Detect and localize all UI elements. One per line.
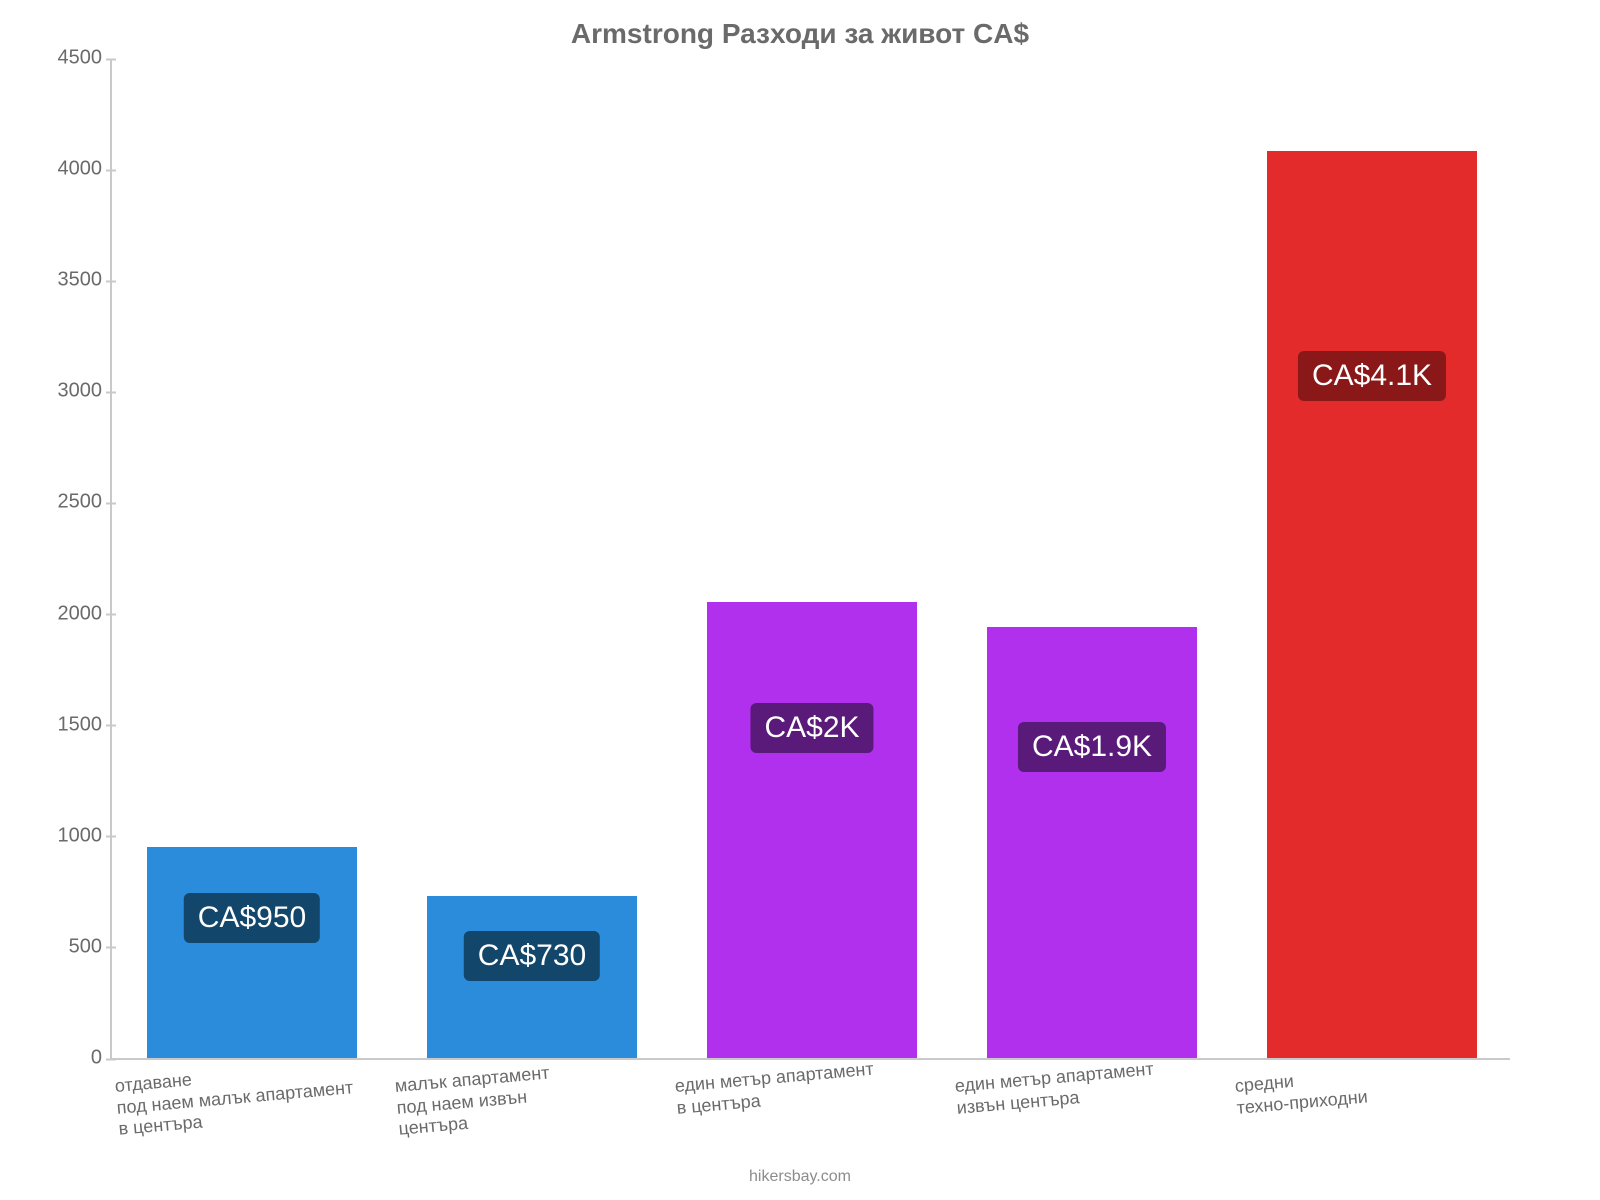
bar-value-label: CA$4.1K xyxy=(1298,351,1446,401)
chart-title: Armstrong Разходи за живот CA$ xyxy=(0,18,1600,50)
x-tick-label: един метър апартамент в центъра xyxy=(674,1059,876,1119)
bar: CA$730 xyxy=(427,896,637,1058)
bar: CA$950 xyxy=(147,847,357,1058)
bar: CA$4.1K xyxy=(1267,151,1477,1058)
y-tick: 3000 xyxy=(42,380,102,403)
x-axis-labels: отдаване под наем малък апартамент в цен… xyxy=(110,1070,1510,1170)
bar-value-label: CA$1.9K xyxy=(1018,722,1166,772)
x-tick-label: малък апартамент под наем извън центъра xyxy=(394,1062,554,1140)
y-tick: 2500 xyxy=(42,491,102,514)
y-tick: 1500 xyxy=(42,713,102,736)
plot-area: 050010001500200025003000350040004500CA$9… xyxy=(110,60,1510,1060)
x-tick-label: отдаване под наем малък апартамент в цен… xyxy=(114,1055,356,1140)
y-tick: 0 xyxy=(42,1047,102,1070)
y-tick: 2000 xyxy=(42,602,102,625)
bar: CA$1.9K xyxy=(987,627,1197,1058)
y-tick: 3500 xyxy=(42,269,102,292)
bar: CA$2K xyxy=(707,602,917,1058)
y-tick: 4500 xyxy=(42,47,102,70)
y-tick: 500 xyxy=(42,935,102,958)
chart-container: Armstrong Разходи за живот CA$ 050010001… xyxy=(0,0,1600,1200)
y-tick: 1000 xyxy=(42,824,102,847)
bar-value-label: CA$2K xyxy=(750,703,873,753)
bar-value-label: CA$950 xyxy=(184,893,320,943)
y-tick: 4000 xyxy=(42,158,102,181)
x-tick-label: средни техно-приходни xyxy=(1234,1065,1369,1119)
bar-value-label: CA$730 xyxy=(464,931,600,981)
chart-footer: hikersbay.com xyxy=(0,1168,1600,1186)
x-tick-label: един метър апартамент извън центъра xyxy=(954,1059,1156,1119)
